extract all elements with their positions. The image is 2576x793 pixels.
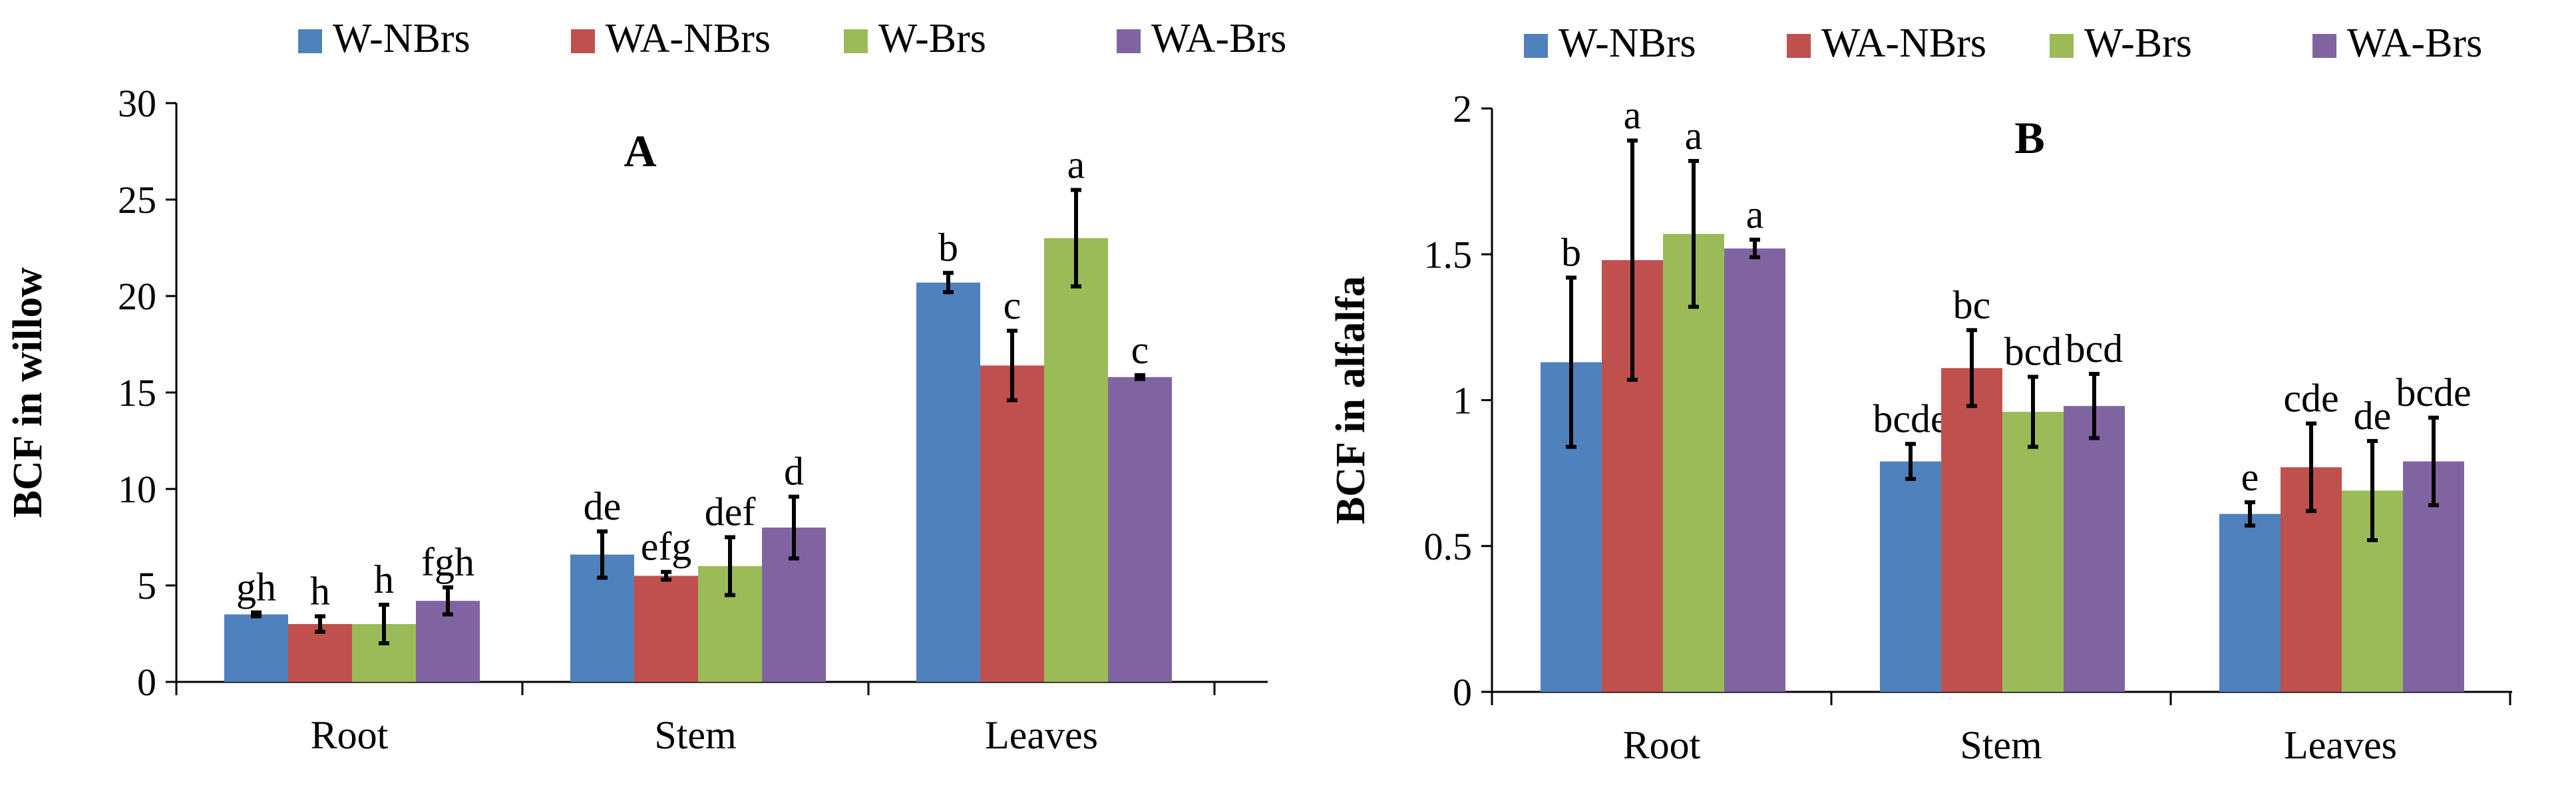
panel-b-legend-label-wa-brs: WA-Brs: [2347, 21, 2482, 66]
panel-a-significance-label: a: [1067, 143, 1085, 187]
panel-a-significance-label: d: [784, 450, 804, 494]
panel-b-significance-label: a: [1624, 93, 1642, 137]
panel-a-significance-label: h: [310, 569, 330, 613]
panel-b-y-tick-label: 2: [1453, 87, 1472, 130]
panel-a-significance-label: def: [705, 490, 756, 534]
panel-b-y-tick-label: 0: [1453, 671, 1472, 714]
panel-a-significance-label: h: [374, 557, 394, 601]
panel-a-bar-leaves-w-nbrs: [916, 282, 980, 682]
panel-b-y-tick-label: 1: [1453, 379, 1472, 422]
panel-a-bar-root-w-nbrs: [224, 614, 288, 682]
panel-a-legend-swatch-wa-nbrs: [571, 29, 595, 53]
panel-b-y-axis-label: BCF in alfalfa: [1328, 276, 1374, 524]
panel-a-bar-leaves-w-brs: [1044, 238, 1108, 682]
panel-a-legend-label-w-brs: W-Brs: [878, 16, 986, 61]
panel-b-y-tick-label: 0.5: [1424, 525, 1473, 568]
panel-b-bar-stem-w-brs: [2002, 412, 2064, 692]
panel-b-significance-label: de: [2354, 394, 2392, 438]
panel-a-legend-swatch-w-nbrs: [298, 29, 322, 53]
panel-b-bar-stem-wa-nbrs: [1941, 368, 2002, 692]
panel-b-legend-label-w-nbrs: W-NBrs: [1559, 21, 1696, 66]
panel-b-significance-label: bcd: [2066, 327, 2123, 371]
panel-a-legend-label-wa-brs: WA-Brs: [1151, 16, 1286, 61]
panel-a-category-label-leaves: Leaves: [985, 713, 1098, 757]
panel-a-y-tick-label: 0: [137, 661, 156, 704]
panel-a-legend-label-wa-nbrs: WA-NBrs: [606, 16, 771, 61]
panel-a-y-axis-label: BCF in willow: [5, 267, 51, 518]
panel-b-legend-swatch-wa-brs: [2312, 34, 2336, 58]
panel-b-legend-label-wa-nbrs: WA-NBrs: [1821, 21, 1986, 66]
panel-b-significance-label: a: [1746, 192, 1764, 236]
panel-a-significance-label: efg: [641, 525, 692, 569]
panel-b-category-label-leaves: Leaves: [2284, 723, 2397, 767]
panel-a-category-label-stem: Stem: [654, 713, 736, 757]
panel-b-legend-swatch-wa-nbrs: [1787, 34, 1811, 58]
panel-b-significance-label: e: [2241, 455, 2259, 499]
panel-b-significance-label: cde: [2283, 377, 2338, 420]
panel-a-y-tick-label: 15: [118, 371, 156, 414]
panel-b-bar-root-wa-brs: [1724, 248, 1785, 693]
panel-b-category-label-root: Root: [1623, 723, 1701, 767]
panel-a-y-tick-label: 5: [137, 564, 156, 607]
panel-b-bar-leaves-w-nbrs: [2219, 514, 2281, 692]
panel-b-legend-swatch-w-brs: [2050, 34, 2074, 58]
panel-a-title: A: [624, 126, 656, 176]
panel-a-legend-swatch-wa-brs: [1117, 29, 1141, 53]
panel-a-y-tick-label: 10: [118, 468, 156, 511]
panel-a-bar-stem-wa-nbrs: [634, 575, 698, 682]
panel-b-category-label-stem: Stem: [1960, 723, 2042, 767]
panel-b-significance-label: a: [1685, 114, 1703, 158]
panel-a-significance-label: gh: [236, 565, 276, 609]
panel-a-y-tick-label: 20: [118, 275, 156, 318]
panel-a-legend-label-w-nbrs: W-NBrs: [333, 16, 470, 61]
panel-b-bar-root-w-brs: [1663, 234, 1724, 692]
panel-a-legend-swatch-w-brs: [844, 29, 868, 53]
panel-a-significance-label: c: [1131, 328, 1149, 372]
panel-b-bar-stem-w-nbrs: [1880, 461, 1941, 692]
panel-a-y-tick-label: 25: [118, 178, 156, 222]
panel-b-significance-label: bcde: [1873, 397, 1948, 440]
panel-a-significance-label: de: [584, 484, 622, 528]
panel-b-legend-label-w-brs: W-Brs: [2084, 21, 2192, 66]
panel-b-title: B: [2014, 112, 2044, 163]
panel-a-y-tick-label: 30: [118, 82, 156, 125]
panel-b-significance-label: bcde: [2396, 371, 2471, 414]
panel-b-significance-label: b: [1561, 230, 1581, 274]
panel-a-bar-leaves-wa-brs: [1108, 377, 1172, 682]
panel-a-bar-leaves-wa-nbrs: [980, 365, 1044, 682]
panel-b-y-tick-label: 1.5: [1424, 233, 1473, 276]
panel-a-significance-label: b: [938, 226, 958, 269]
panel-b-bar-stem-wa-brs: [2064, 406, 2125, 692]
panel-b-significance-label: bcd: [2004, 329, 2062, 373]
panel-a-category-label-root: Root: [311, 713, 389, 757]
panel-b-legend-swatch-w-nbrs: [1524, 34, 1548, 58]
panel-a-significance-label: c: [1004, 283, 1021, 327]
panel-b-significance-label: bc: [1953, 283, 1991, 327]
panel-a-significance-label: fgh: [421, 540, 474, 584]
